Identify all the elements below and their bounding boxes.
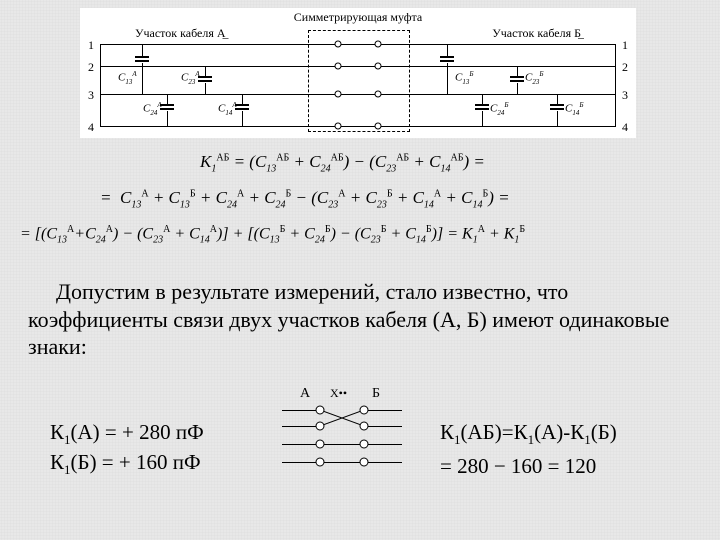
paragraph: Допустим в результате измерений, стало и… <box>28 278 688 361</box>
row-num-l3: 3 <box>88 88 94 103</box>
row-num-r2: 2 <box>622 60 628 75</box>
section-b-label: Участок кабеля Б̲ <box>492 26 581 41</box>
mini-label-b: Б <box>372 386 380 402</box>
k-a-value: К1(А) = + 280 пФ <box>50 420 204 448</box>
k-ab-result: = 280 − 160 = 120 <box>440 454 596 479</box>
cap-a14-label: C14А <box>218 101 237 117</box>
cap-b23-label: C23Б <box>525 70 543 86</box>
k-b-value: К1(Б) = + 160 пФ <box>50 450 201 478</box>
row-num-l2: 2 <box>88 60 94 75</box>
mini-label-a: А <box>300 386 310 402</box>
equation-3: = [(C13А+C24А) − (C23А + C14А)] + [(C13Б… <box>20 224 525 246</box>
k-ab-formula: К1(АБ)=К1(А)-К1(Б) <box>440 420 617 448</box>
equation-1: K1АБ = (C13АБ + C24АБ) − (C23АБ + C14АБ)… <box>200 152 485 174</box>
coupling-box <box>308 30 410 132</box>
row-num-l4: 4 <box>88 120 94 135</box>
row-num-r3: 3 <box>622 88 628 103</box>
cap-a13-label: C13А <box>118 70 137 86</box>
cross-diagram: А Х•• Б <box>282 388 402 478</box>
cap-b13-label: C13Б <box>455 70 473 86</box>
equation-2: = C13А + C13Б + C24А + C24Б − (C23А + C2… <box>100 188 510 210</box>
row-num-r1: 1 <box>622 38 628 53</box>
mini-label-x: Х•• <box>330 386 347 401</box>
paragraph-text: Допустим в результате измерений, стало и… <box>28 279 669 359</box>
cap-a23-label: C23А <box>181 70 200 86</box>
figure-title: Симметрирующая муфта <box>80 10 636 25</box>
cap-a24-label: C24А <box>143 101 162 117</box>
cap-b14-label: C14Б <box>565 101 583 117</box>
cap-b24-label: C24Б <box>490 101 508 117</box>
section-a-label: Участок кабеля А̲ <box>135 26 226 41</box>
row-num-r4: 4 <box>622 120 628 135</box>
circuit-figure: Симметрирующая муфта 1 2 3 4 1 2 3 4 Уча… <box>80 8 636 138</box>
row-num-l1: 1 <box>88 38 94 53</box>
